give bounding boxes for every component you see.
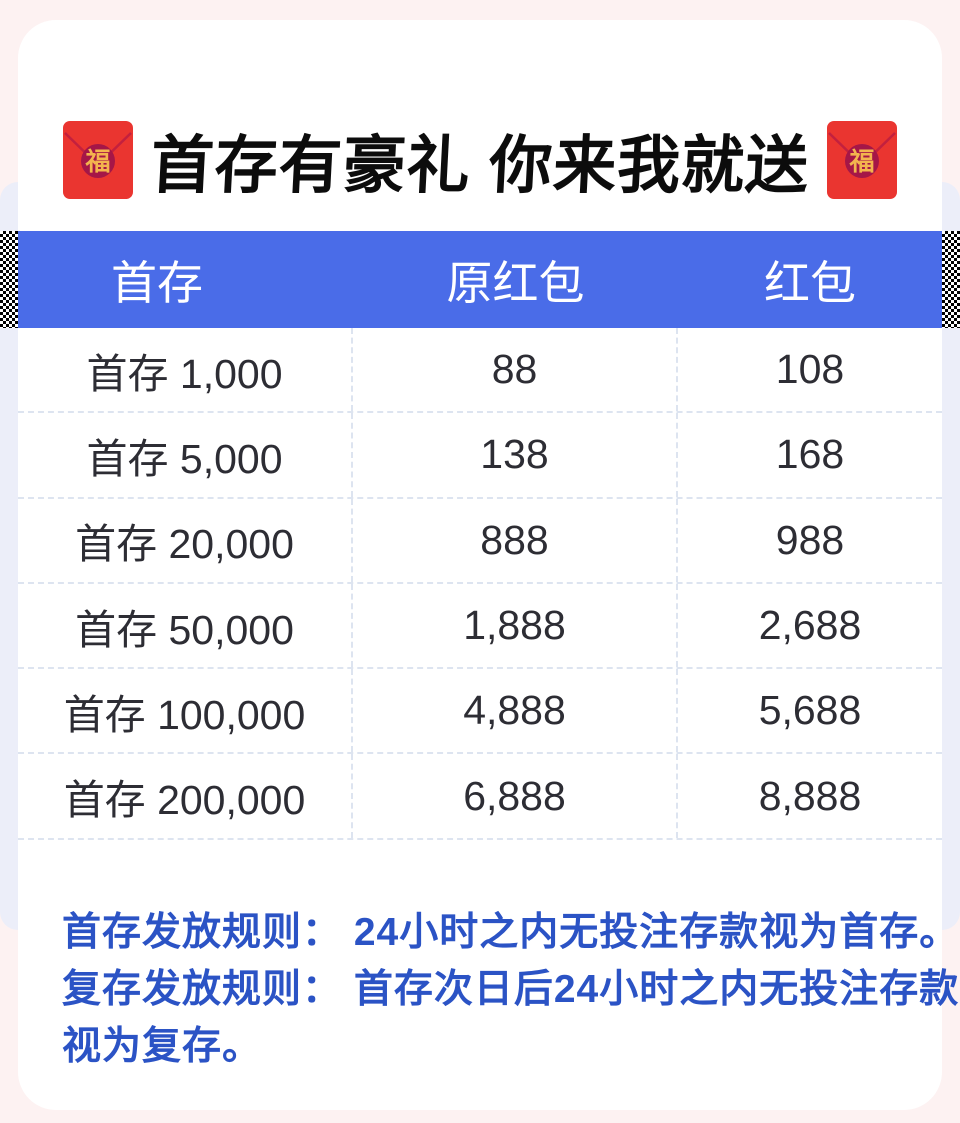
red-envelope-icon: 福 bbox=[62, 121, 133, 199]
cell-deposit: 首存 5,000 bbox=[18, 413, 353, 497]
cell-deposit: 首存 100,000 bbox=[18, 669, 353, 753]
fu-character: 福 bbox=[84, 148, 110, 176]
table-body: 首存 1,000 88 108 首存 5,000 138 168 首存 20,0… bbox=[18, 328, 942, 840]
ribbon-end-right bbox=[942, 231, 960, 328]
red-envelope-icon: 福 bbox=[827, 121, 898, 199]
rule-line: 视为复存。 bbox=[62, 1025, 263, 1068]
cell-bonus: 168 bbox=[775, 431, 845, 478]
page-title: 首存有豪礼 你来我就送 bbox=[148, 130, 811, 201]
deposit-rules: 首存发放规则： 24小时之内无投注存款视为首存。 复存发放规则： 首存次日后24… bbox=[62, 904, 960, 1075]
table-row: 首存 50,000 1,888 2,688 bbox=[18, 583, 942, 670]
column-header-deposit: 首存 bbox=[111, 256, 203, 309]
fu-character: 福 bbox=[849, 148, 875, 176]
table-row: 首存 1,000 88 108 bbox=[18, 328, 942, 414]
ribbon-end-left bbox=[0, 231, 18, 328]
cell-original: 888 bbox=[353, 498, 678, 582]
cell-bonus: 108 bbox=[775, 346, 845, 393]
column-header-original: 原红包 bbox=[446, 256, 585, 309]
rule-line: 首存发放规则： 24小时之内无投注存款视为首存。 bbox=[62, 911, 960, 954]
rule-line: 复存发放规则： 首存次日后24小时之内无投注存款 bbox=[62, 968, 960, 1011]
cell-original: 138 bbox=[353, 413, 678, 497]
cell-bonus: 988 bbox=[775, 516, 845, 563]
table-header-row: 首存 原红包 红包 bbox=[18, 231, 942, 328]
table-row: 首存 5,000 138 168 bbox=[18, 413, 942, 499]
cell-deposit: 首存 50,000 bbox=[18, 583, 353, 668]
cell-bonus: 2,688 bbox=[758, 602, 862, 649]
table-row: 首存 200,000 6,888 8,888 bbox=[18, 754, 942, 840]
cell-bonus: 8,888 bbox=[758, 772, 862, 819]
title-row: 福 首存有豪礼 你来我就送 福 bbox=[18, 108, 942, 212]
cell-original: 1,888 bbox=[353, 583, 678, 668]
promo-card: 福 首存有豪礼 你来我就送 福 首存 原红包 红包 首存 1,000 88 10… bbox=[18, 20, 960, 1110]
cell-bonus: 5,688 bbox=[758, 687, 862, 734]
cell-deposit: 首存 1,000 bbox=[18, 328, 353, 412]
cell-deposit: 首存 20,000 bbox=[18, 498, 353, 582]
cell-deposit: 首存 200,000 bbox=[18, 754, 353, 838]
table-row: 首存 100,000 4,888 5,688 bbox=[18, 669, 942, 755]
cell-original: 6,888 bbox=[353, 754, 678, 838]
column-header-bonus: 红包 bbox=[764, 256, 856, 309]
cell-original: 88 bbox=[353, 328, 678, 412]
cell-original: 4,888 bbox=[353, 669, 678, 753]
table-row: 首存 20,000 888 988 bbox=[18, 498, 942, 584]
